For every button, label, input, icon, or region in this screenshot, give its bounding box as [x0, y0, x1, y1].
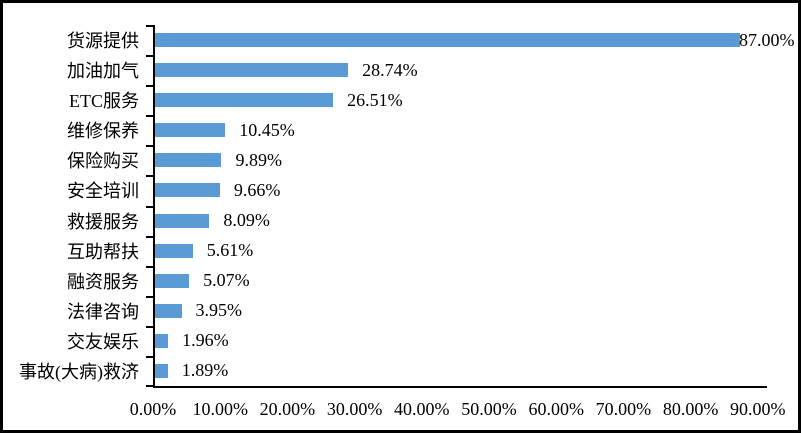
value-label: 8.09% — [223, 210, 270, 230]
value-label: 3.95% — [195, 300, 243, 321]
value-label: 9.89% — [235, 149, 282, 170]
x-axis-tick-label: 50.00% — [461, 399, 517, 419]
value-label: 9.66% — [233, 179, 281, 200]
category-label: 保险购买 — [67, 151, 139, 172]
bar — [155, 33, 740, 48]
category-label: 货源提供 — [67, 31, 139, 52]
y-axis-tick — [146, 55, 153, 57]
bar-row: 8.09% — [155, 205, 767, 235]
bar-row: 1.96% — [155, 326, 767, 356]
category-label: 互助帮扶 — [67, 241, 139, 262]
y-axis-tick — [146, 236, 153, 238]
y-axis-tick — [146, 25, 153, 27]
bar — [155, 123, 226, 138]
value-label: 5.61% — [206, 240, 254, 261]
y-axis-tick — [146, 145, 153, 147]
y-axis-tick — [146, 296, 153, 298]
bar — [155, 333, 169, 348]
bar-row: 9.89% — [155, 145, 767, 175]
x-axis-tick-label: 90.00% — [730, 399, 786, 419]
plot-area: 87.00% 28.74% 26.51% 10.45% 9.89% 9.66% 8.09% 5… — [146, 25, 795, 388]
x-axis-tick-label: 70.00% — [595, 399, 652, 419]
value-label: 1.89% — [181, 360, 229, 381]
x-axis-tick-label: 20.00% — [259, 399, 316, 419]
category-label: 加油加气 — [67, 61, 139, 82]
bar — [155, 243, 193, 258]
x-axis-tick-label: 40.00% — [394, 399, 450, 419]
value-label: 5.07% — [203, 270, 250, 291]
bar — [155, 273, 190, 288]
category-label: 维修保养 — [67, 121, 139, 142]
bar-row: 5.61% — [155, 236, 767, 266]
y-axis-tick — [146, 206, 153, 208]
y-axis-tick — [146, 326, 153, 328]
x-axis-tick-label: 0.00% — [129, 399, 177, 419]
bar — [155, 63, 349, 78]
bar-row: 26.51% — [155, 85, 767, 115]
bar-row: 87.00% — [155, 25, 795, 55]
x-axis-tick-label: 80.00% — [662, 399, 719, 419]
category-axis-labels: 货源提供加油加气 ETC服务维修保养保险购买安全培训救援服务互助帮扶融资服务法律咨… — [6, 25, 146, 386]
value-label: 1.96% — [182, 330, 229, 351]
category-label: 法律咨询 — [67, 301, 139, 322]
value-label: 26.51% — [347, 89, 403, 110]
category-label: 交友娱乐 — [67, 331, 139, 352]
value-label: 10.45% — [239, 119, 295, 140]
category-label: 安全培训 — [67, 181, 139, 202]
y-axis-tick — [146, 115, 153, 117]
bar — [155, 153, 222, 168]
bar-row: 1.89% — [155, 356, 767, 386]
y-axis-tick — [146, 85, 153, 87]
y-axis-tick — [146, 356, 153, 358]
bar — [155, 93, 334, 108]
bar-rows: 87.00% 28.74% 26.51% 10.45% 9.89% 9.66% 8.09% 5… — [155, 25, 795, 386]
bar-row: 5.07% — [155, 266, 767, 296]
bar — [155, 363, 168, 378]
bar — [155, 213, 210, 228]
category-label: ETC服务 — [69, 91, 139, 112]
x-axis-tick-label: 60.00% — [528, 399, 584, 419]
bar-row: 3.95% — [155, 296, 767, 326]
category-label: 事故(大病)救济 — [19, 361, 139, 382]
bar — [155, 183, 220, 198]
y-axis-tick — [146, 385, 153, 387]
bar-row: 9.66% — [155, 175, 767, 205]
y-axis-tick — [146, 175, 153, 177]
bar-row: 28.74% — [155, 55, 767, 85]
y-axis-tick — [146, 266, 153, 268]
category-label: 救援服务 — [67, 211, 139, 232]
value-label: 28.74% — [362, 59, 418, 80]
x-axis-tick-label: 10.00% — [192, 399, 248, 419]
value-label: 87.00% — [739, 29, 795, 50]
bar-row: 10.45% — [155, 115, 767, 145]
x-axis-tick-label: 30.00% — [326, 399, 383, 419]
bar — [155, 303, 182, 318]
category-label: 融资服务 — [67, 271, 139, 292]
